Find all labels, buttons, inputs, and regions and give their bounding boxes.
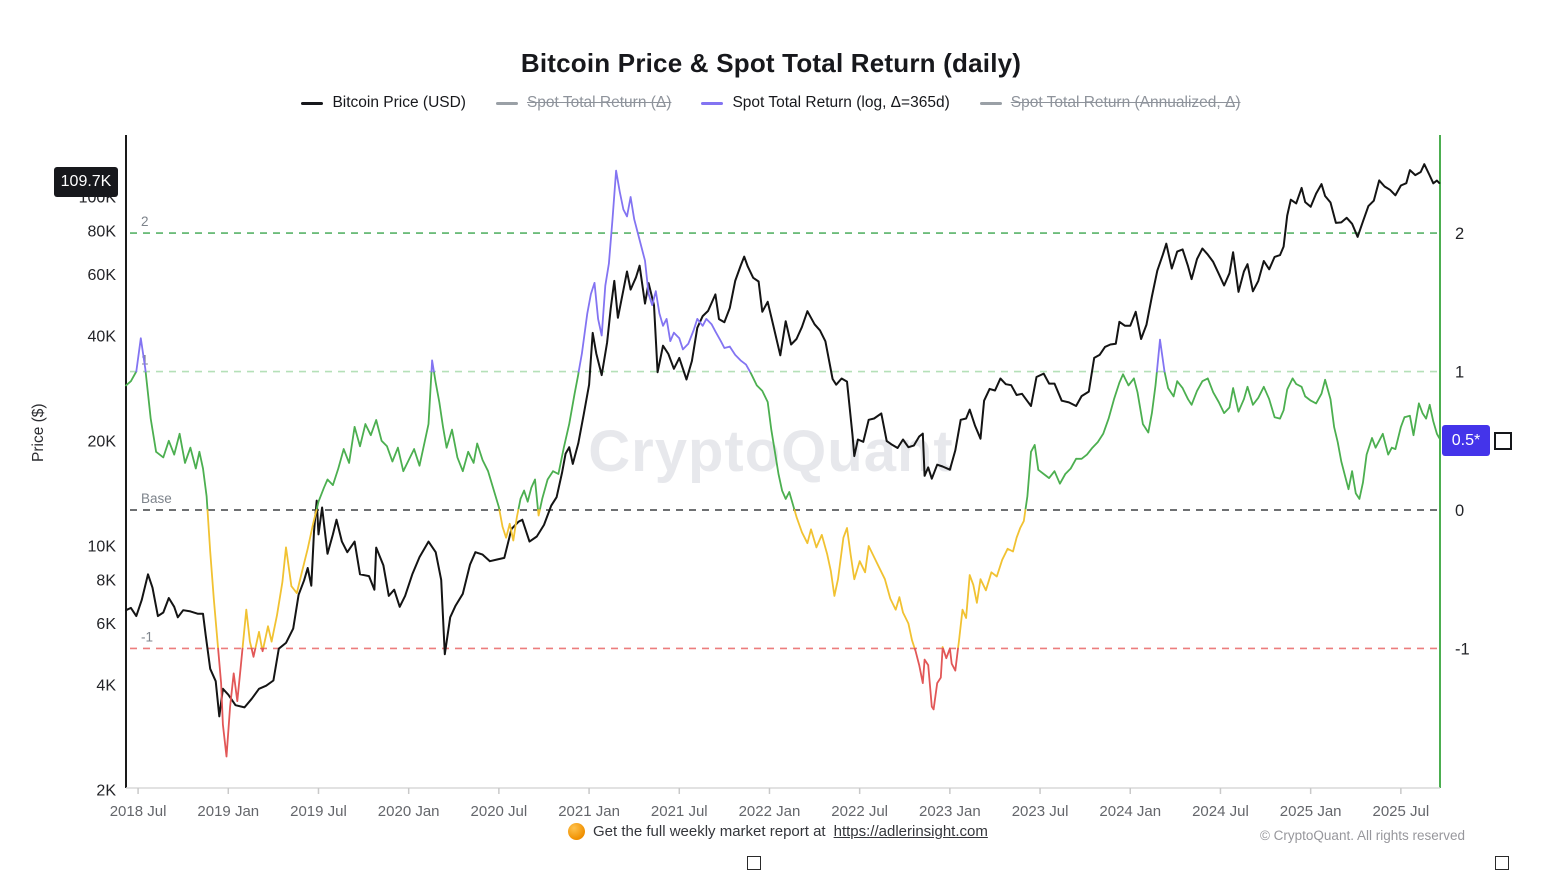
x-tick-label: 2022 Jul <box>831 803 888 820</box>
y-right-tick-label: 0 <box>1455 502 1464 520</box>
y-left-tick-label: 40K <box>88 328 117 345</box>
legend-swatch <box>301 101 324 105</box>
y-left-tick-label: 80K <box>88 223 117 240</box>
copyright-text: © CryptoQuant. All rights reserved <box>1259 828 1465 843</box>
y-axis-title: Price ($) <box>30 403 47 462</box>
ref-line-label-Base: Base <box>141 491 172 506</box>
legend-swatch <box>495 101 518 105</box>
current-return-badge: 0.5* <box>1442 425 1490 456</box>
promo-text: Get the full weekly market report at <box>593 823 826 840</box>
legend-item-2[interactable]: Spot Total Return (log, Δ=365d) <box>701 94 950 112</box>
y-left-tick-label: 4K <box>96 677 116 694</box>
x-tick-label: 2018 Jul <box>110 803 167 820</box>
legend-item-0[interactable]: Bitcoin Price (USD) <box>301 94 466 112</box>
legend-label: Bitcoin Price (USD) <box>332 94 466 111</box>
y-left-tick-label: 8K <box>96 572 116 589</box>
y-left-tick-label: 20K <box>88 434 117 451</box>
y-left-tick-label: 6K <box>96 616 116 633</box>
x-tick-label: 2024 Jul <box>1192 803 1249 820</box>
square-marker-bottom-right <box>1495 856 1509 870</box>
x-tick-label: 2025 Jul <box>1372 803 1429 820</box>
x-tick-label: 2023 Jul <box>1012 803 1069 820</box>
y-right-tick-label: -1 <box>1455 640 1470 658</box>
x-tick-label: 2023 Jan <box>919 803 981 820</box>
x-tick-label: 2020 Jul <box>471 803 528 820</box>
legend-item-3[interactable]: Spot Total Return (Annualized, Δ) <box>979 94 1241 112</box>
legend-swatch <box>979 101 1002 105</box>
y-left-tick-label: 10K <box>88 539 117 556</box>
x-tick-label: 2019 Jul <box>290 803 347 820</box>
x-tick-label: 2025 Jan <box>1280 803 1342 820</box>
y-left-tick-label: 2K <box>96 783 116 800</box>
square-marker-bottom-center <box>747 856 761 870</box>
legend-item-1[interactable]: Spot Total Return (Δ) <box>495 94 672 112</box>
y-right-tick-label: 1 <box>1455 364 1464 382</box>
x-tick-label: 2022 Jan <box>739 803 801 820</box>
legend-label: Spot Total Return (Δ) <box>526 94 672 111</box>
report-promo: Get the full weekly market report at htt… <box>568 823 988 840</box>
y-left-tick-label: 60K <box>88 267 117 284</box>
series-bitcoin-price <box>125 163 1441 718</box>
x-tick-label: 2021 Jul <box>651 803 708 820</box>
legend-label: Spot Total Return (log, Δ=365d) <box>732 94 950 111</box>
series-spot-total-return <box>125 370 1441 511</box>
legend-label: Spot Total Return (Annualized, Δ) <box>1010 94 1241 111</box>
x-tick-label: 2019 Jan <box>197 803 259 820</box>
series-spot-total-return <box>135 169 1166 373</box>
ref-line-label--1: -1 <box>141 629 153 644</box>
x-tick-label: 2021 Jan <box>558 803 620 820</box>
legend-swatch <box>701 101 724 105</box>
return-badge-checkbox[interactable] <box>1494 432 1512 450</box>
legend: Bitcoin Price (USD) Spot Total Return (Δ)… <box>0 94 1542 112</box>
ref-line-label-2: 2 <box>141 214 149 229</box>
orange-dot-icon <box>568 823 585 840</box>
series-spot-total-return <box>217 647 959 758</box>
current-price-badge: 109.7K <box>54 167 118 197</box>
promo-link[interactable]: https://adlerinsight.com <box>833 823 988 840</box>
x-tick-label: 2024 Jan <box>1099 803 1161 820</box>
chart-title: Bitcoin Price & Spot Total Return (daily… <box>520 48 1022 78</box>
y-right-tick-label: 2 <box>1455 225 1464 243</box>
x-tick-label: 2020 Jan <box>378 803 440 820</box>
series-spot-total-return <box>206 509 1027 650</box>
